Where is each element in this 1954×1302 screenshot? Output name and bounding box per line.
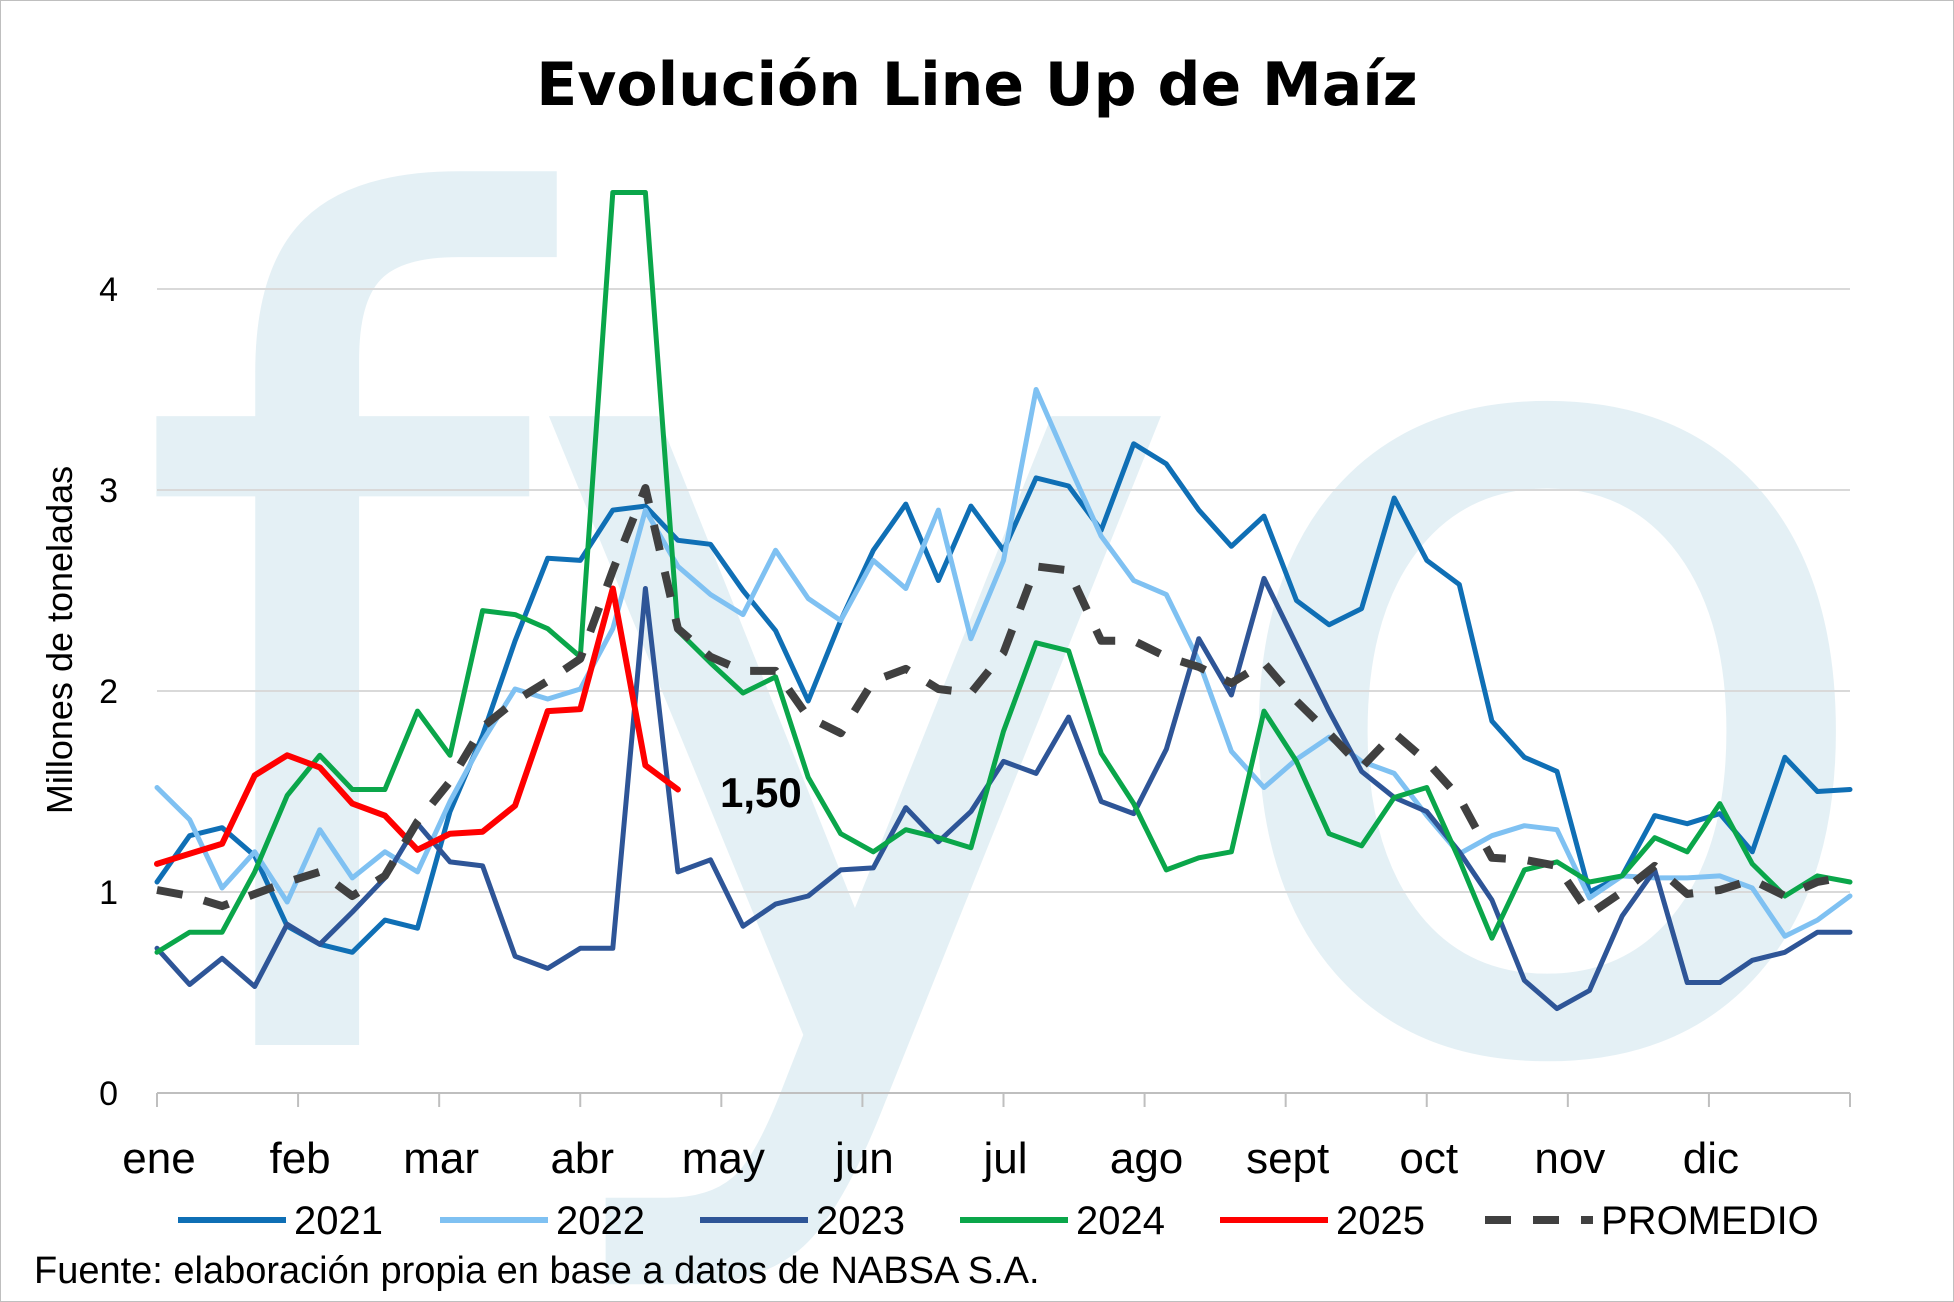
x-tick-sept: sept — [1246, 1134, 1329, 1183]
x-tick-nov: nov — [1534, 1134, 1605, 1183]
chart-title: Evolución Line Up de Maíz — [536, 50, 1417, 120]
series-line-2024 — [154, 190, 1853, 955]
legend-label-2025: 2025 — [1336, 1199, 1425, 1243]
y-tick-4: 4 — [99, 271, 118, 309]
series-line-2025 — [154, 585, 681, 867]
y-tick-2: 2 — [99, 673, 118, 711]
series-lines — [154, 190, 1853, 1012]
x-tick-may: may — [682, 1134, 765, 1183]
y-tick-1: 1 — [99, 874, 118, 912]
source-note: Fuente: elaboración propia en base a dat… — [34, 1250, 1040, 1292]
legend-label-2024: 2024 — [1076, 1199, 1165, 1243]
legend-label-2023: 2023 — [816, 1199, 905, 1243]
last-value-annotation: 1,50 — [720, 769, 802, 816]
x-tick-abr: abr — [550, 1134, 614, 1183]
x-tick-mar: mar — [403, 1134, 479, 1183]
y-axis-label: Millones de toneladas — [39, 466, 80, 814]
legend-label-promedio: PROMEDIO — [1601, 1199, 1819, 1243]
fyo-watermark: fyo — [130, 0, 1899, 1302]
series-line-2022 — [154, 387, 1853, 939]
gridlines — [157, 288, 1850, 893]
y-tick-3: 3 — [99, 472, 118, 510]
y-tick-0: 0 — [99, 1075, 118, 1113]
x-axis: ene feb mar abr may jun jul ago sept oct nov dic — [122, 1092, 1851, 1183]
series-line-2023 — [154, 575, 1853, 1012]
legend: 2021 2022 2023 2024 2025 PROMEDIO — [178, 1199, 1819, 1243]
legend-label-2022: 2022 — [556, 1199, 645, 1243]
y-tick-labels: 0 1 2 3 4 — [99, 271, 118, 1113]
x-tick-ene: ene — [122, 1134, 195, 1183]
x-tick-dic: dic — [1683, 1134, 1739, 1183]
legend-label-2021: 2021 — [294, 1199, 383, 1243]
x-tick-feb: feb — [269, 1134, 330, 1183]
x-tick-ago: ago — [1110, 1134, 1183, 1183]
x-tick-jul: jul — [981, 1134, 1027, 1183]
series-line-promedio — [156, 484, 1851, 919]
x-tick-jun: jun — [833, 1134, 894, 1183]
x-tick-oct: oct — [1399, 1134, 1458, 1183]
